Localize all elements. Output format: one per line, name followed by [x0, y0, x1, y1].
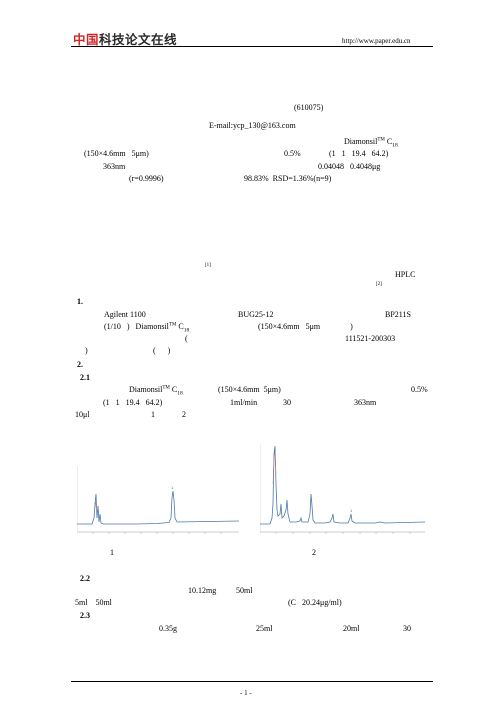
section-2-3-heading: 2.3: [80, 611, 90, 620]
column-dimension-3: (150×4.6mm 5μm): [218, 385, 281, 394]
column-name-3: DiamonsilTM C18: [129, 385, 183, 397]
chromatogram-1-plot: 1: [77, 466, 240, 534]
fig-ref-1: 1: [151, 410, 155, 419]
logo-text-keji: 科技论文在线: [99, 32, 178, 47]
section-2-2-heading: 2.2: [80, 574, 90, 583]
chromatogram-figure-2: 1: [260, 444, 428, 538]
mobile-phase-ratio: (1 1 19.4 64.2): [329, 149, 389, 158]
injection-volume: 10μl: [75, 410, 90, 419]
logo-text-zhongguo: 中国: [73, 32, 100, 47]
flow-rate: 1ml/min: [230, 398, 258, 407]
detect-wavelength-3: 363nm: [354, 398, 377, 407]
section-2-1-heading: 2.1: [80, 373, 90, 382]
header-rule: [71, 46, 433, 47]
stock-concentration: (C 20.24μg/ml): [288, 598, 342, 607]
instrument-bug: BUG25-12: [238, 310, 274, 319]
column-dimension-2: (150×4.6mm 5μm ): [258, 322, 353, 331]
reference-lot: 111521-200303: [345, 334, 396, 343]
balance-and-column: (1/10 ) DiamonsilTM C18: [104, 322, 190, 334]
detect-wavelength: 363nm: [103, 162, 126, 171]
linear-range: 0.04048 0.4048μg: [318, 162, 381, 171]
paren-close: ): [85, 346, 88, 355]
dilution: 5ml 50ml: [75, 598, 112, 607]
svg-text:1: 1: [350, 509, 352, 513]
header-url[interactable]: http://www.paper.edu.cn: [342, 37, 411, 45]
author-email: E-mail:ycp_130@163.com: [209, 121, 296, 130]
time-30: 30: [403, 624, 411, 633]
column-temp: 30: [283, 398, 291, 407]
sample-weight: 0.35g: [159, 624, 177, 633]
chromatogram-2-plot: 1: [260, 444, 426, 534]
site-logo: 中国科技论文在线: [73, 29, 177, 48]
svg-text:1: 1: [171, 486, 173, 490]
column-name: DiamonsilTM C18: [344, 137, 398, 149]
solvent-20ml: 20ml: [343, 624, 360, 633]
recovery-rsd: 98.83% RSD=1.36%(n=9): [244, 174, 332, 183]
correlation-r: (r=0.9996): [129, 174, 164, 183]
instrument-balance: BP211S: [385, 310, 411, 319]
zip-code: (610075): [294, 103, 324, 112]
instrument-agilent: Agilent 1100: [104, 310, 146, 319]
sample-mass: 10.12mg: [188, 586, 217, 595]
paren-open: (: [185, 334, 188, 343]
footer-rule: [71, 681, 433, 682]
paren-empty: ( ): [153, 346, 171, 355]
section-2-heading: 2.: [77, 360, 83, 369]
acid-percent: 0.5%: [284, 149, 301, 158]
hplc-term: HPLC: [395, 270, 416, 279]
fig-ref-2: 2: [182, 410, 186, 419]
mobile-phase-ratio-3: (1 1 19.4 64.2): [103, 398, 163, 407]
acid-percent-3: 0.5%: [411, 385, 428, 394]
ref-2: [2]: [376, 282, 382, 287]
flask-25ml: 25ml: [256, 624, 273, 633]
figure-1-label: 1: [110, 548, 114, 557]
ref-1: [1]: [205, 263, 211, 268]
figure-2-label: 2: [312, 548, 316, 557]
page-number: - 1 -: [240, 689, 252, 697]
chromatogram-figure-1: 1: [77, 466, 242, 538]
column-dimension: (150×4.6mm 5μm): [84, 149, 149, 158]
section-1-heading: 1.: [77, 297, 83, 306]
flask-volume: 50ml: [236, 586, 253, 595]
